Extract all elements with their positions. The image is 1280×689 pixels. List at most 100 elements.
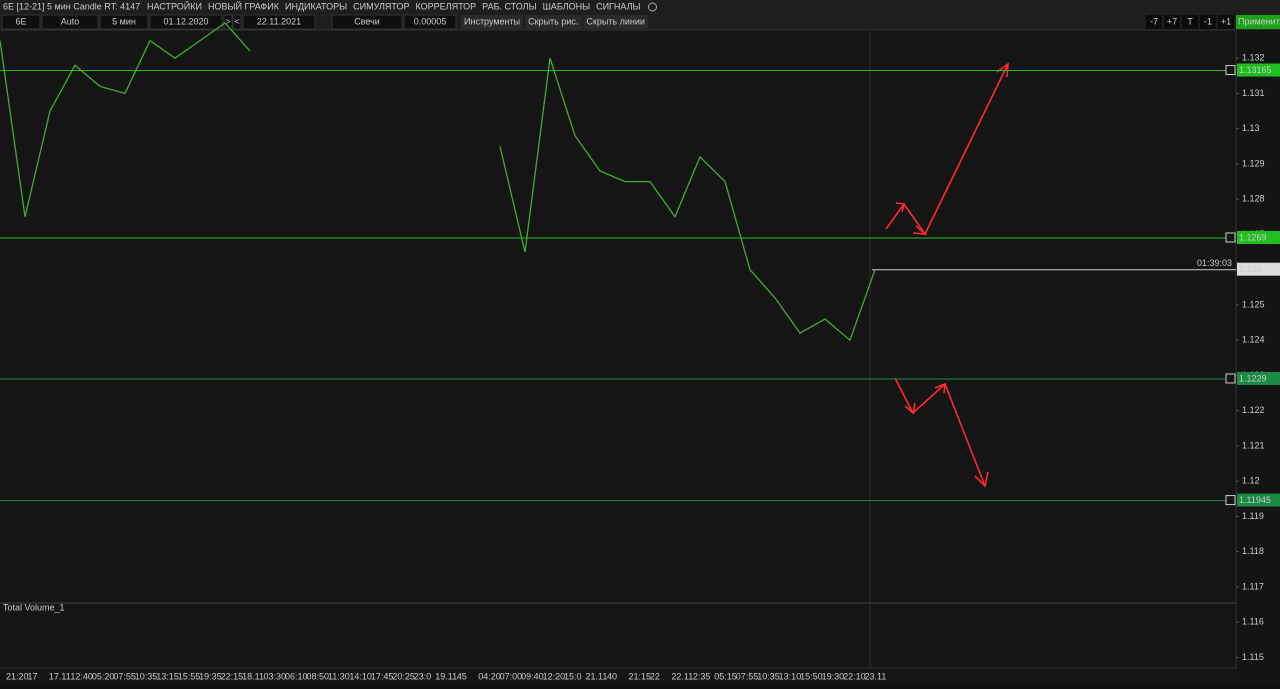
zoom-button-text[interactable]: -1 bbox=[1204, 16, 1212, 26]
level-label: 1.13165 bbox=[1239, 65, 1272, 75]
x-tick-label: 09:40 bbox=[521, 671, 544, 681]
volume-title: Total Volume_1 bbox=[3, 602, 65, 612]
x-tick-label: 15:0 bbox=[564, 671, 582, 681]
zoom-button[interactable] bbox=[1164, 15, 1180, 29]
x-tick-label: 19.11 bbox=[435, 671, 457, 681]
toolbar-button-text[interactable]: Скрыть линии bbox=[586, 16, 645, 26]
y-tick-label: 1.131 bbox=[1242, 88, 1265, 98]
zoom-button[interactable] bbox=[1200, 15, 1216, 29]
toolbar-field-text[interactable]: 01.12.2020 bbox=[163, 16, 208, 26]
zoom-button-text[interactable]: -7 bbox=[1150, 16, 1158, 26]
toolbar-field-text[interactable]: 22.11.2021 bbox=[257, 16, 301, 26]
level-label: 1.11945 bbox=[1239, 495, 1271, 505]
toolbar-field-text[interactable]: 0.00005 bbox=[414, 16, 447, 26]
toolbar-button[interactable] bbox=[583, 15, 648, 29]
x-tick-label: 17.11 bbox=[49, 671, 71, 681]
x-tick-label: 21:20 bbox=[6, 671, 29, 681]
toolbar-field[interactable] bbox=[403, 14, 457, 30]
toolbar-button-text[interactable]: Инструменты bbox=[464, 16, 520, 26]
zoom-button[interactable] bbox=[1146, 15, 1162, 29]
toolbar-field-text[interactable]: 6E bbox=[15, 16, 26, 26]
x-tick-label: 15:55 bbox=[178, 671, 201, 681]
x-tick-label: 22:10 bbox=[843, 671, 866, 681]
y-tick-label: 1.117 bbox=[1242, 581, 1264, 591]
toolbar-button-text[interactable]: Скрыть рис. bbox=[528, 16, 578, 26]
x-tick-label: 05:15 bbox=[714, 671, 737, 681]
y-tick-label: 1.13 bbox=[1242, 123, 1260, 133]
toolbar-field-text[interactable]: > bbox=[225, 16, 230, 26]
x-tick-label: 07:55 bbox=[736, 671, 759, 681]
x-tick-label: 05:20 bbox=[92, 671, 115, 681]
x-tick-label: 19:35 bbox=[199, 671, 222, 681]
x-tick-label: 21:15 bbox=[628, 671, 651, 681]
toolbar-field[interactable] bbox=[1, 14, 41, 30]
arrow-head bbox=[895, 202, 905, 213]
level-close[interactable] bbox=[1225, 232, 1236, 243]
zoom-button-text[interactable]: +7 bbox=[1167, 16, 1177, 26]
y-tick-label: 1.128 bbox=[1242, 194, 1265, 204]
apply-button[interactable] bbox=[1236, 15, 1280, 29]
arrow-down bbox=[894, 377, 986, 487]
toolbar-field-text[interactable]: Auto bbox=[61, 16, 80, 26]
arrow-head bbox=[996, 62, 1009, 78]
x-tick-label: 13:15 bbox=[156, 671, 179, 681]
x-tick-label: 23.11 bbox=[865, 671, 887, 681]
toolbar-field-text[interactable]: < bbox=[234, 16, 239, 26]
level-close[interactable] bbox=[1225, 373, 1236, 384]
menu-item[interactable]: РАБ. СТОЛЫ bbox=[482, 1, 536, 11]
x-tick-label: 45 bbox=[457, 671, 467, 681]
y-tick-label: 1.121 bbox=[1242, 440, 1265, 450]
level-label-bg bbox=[1237, 230, 1280, 244]
x-tick-label: 17 bbox=[27, 671, 37, 681]
last-price-label: 1.126 bbox=[1239, 264, 1262, 274]
arrow-up bbox=[885, 63, 1009, 236]
toolbar-button[interactable] bbox=[461, 15, 524, 29]
toolbar-field[interactable] bbox=[99, 14, 149, 30]
toolbar-field[interactable] bbox=[242, 14, 316, 30]
x-tick-label: 22.11 bbox=[671, 671, 693, 681]
menu-item[interactable]: ШАБЛОНЫ bbox=[543, 1, 591, 11]
x-tick-label: 13:10 bbox=[779, 671, 802, 681]
menu-item[interactable]: СИГНАЛЫ bbox=[596, 1, 640, 11]
y-tick-label: 1.122 bbox=[1242, 405, 1265, 415]
y-tick-label: 1.12 bbox=[1242, 476, 1260, 486]
zoom-button[interactable] bbox=[1182, 15, 1198, 29]
toolbar-field[interactable] bbox=[232, 14, 242, 30]
x-tick-label: 2:35 bbox=[693, 671, 711, 681]
x-tick-label: 07:55 bbox=[113, 671, 136, 681]
menu-item[interactable]: СИМУЛЯТОР bbox=[353, 1, 409, 11]
level-close[interactable] bbox=[1225, 65, 1236, 76]
menu-item[interactable]: НОВЫЙ ГРАФИК bbox=[208, 0, 280, 11]
x-tick-label: 19:30 bbox=[822, 671, 845, 681]
x-tick-label: 11:30 bbox=[328, 671, 350, 681]
x-tick-label: 10:35 bbox=[135, 671, 158, 681]
level-label: 1.1229 bbox=[1239, 373, 1267, 383]
x-tick-label: 12:40 bbox=[70, 671, 93, 681]
toolbar-field-text[interactable]: Свечи bbox=[354, 16, 380, 26]
arrow-head bbox=[912, 225, 928, 235]
level-close[interactable] bbox=[1225, 495, 1236, 506]
menu-item[interactable]: КОРРЕЛЯТОР bbox=[416, 1, 477, 11]
toolbar-field[interactable] bbox=[331, 14, 403, 30]
x-tick-label: 15:50 bbox=[800, 671, 823, 681]
apply-button-text[interactable]: Применить bbox=[1238, 16, 1280, 26]
settings-icon[interactable] bbox=[648, 2, 658, 12]
toolbar-field[interactable] bbox=[41, 14, 99, 30]
menu-item[interactable]: ИНДИКАТОРЫ bbox=[285, 1, 347, 11]
zoom-button-text[interactable]: T bbox=[1187, 16, 1193, 26]
toolbar-field-text[interactable]: 5 мин bbox=[112, 16, 136, 26]
toolbar-field[interactable] bbox=[223, 14, 233, 30]
x-tick-label: 40 bbox=[607, 671, 617, 681]
toolbar-field[interactable] bbox=[149, 14, 223, 30]
zoom-button[interactable] bbox=[1218, 15, 1234, 29]
toolbar: 6E [12-21] 5 мин Candle RT: 4147 bbox=[3, 1, 140, 11]
x-tick-label: 07:00 bbox=[500, 671, 523, 681]
menu-item[interactable]: НАСТРОЙКИ bbox=[147, 0, 202, 11]
x-tick-label: 21.11 bbox=[586, 671, 608, 681]
zoom-button-text[interactable]: +1 bbox=[1221, 16, 1231, 26]
y-tick-label: 1.118 bbox=[1242, 546, 1264, 556]
y-tick-label: 1.116 bbox=[1242, 617, 1264, 627]
x-tick-label: 03:30 bbox=[264, 671, 287, 681]
toolbar-button[interactable] bbox=[525, 15, 582, 29]
